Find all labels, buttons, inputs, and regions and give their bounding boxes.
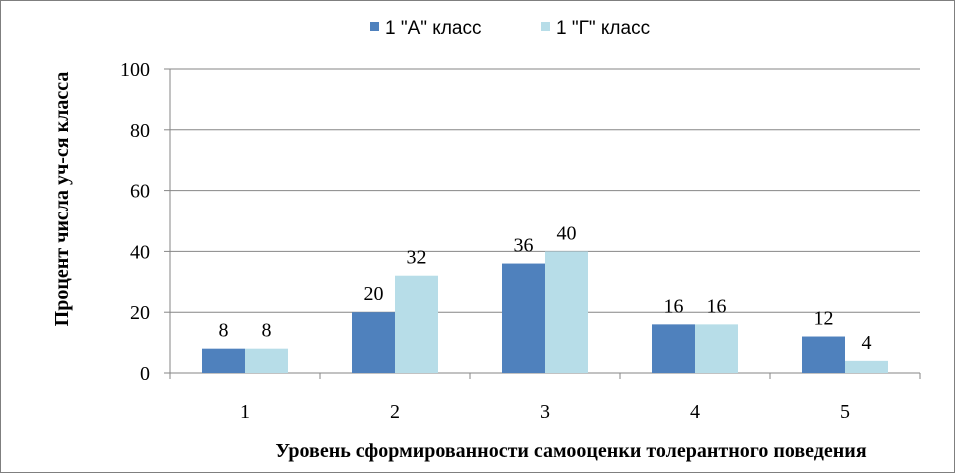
data-labels: 8 8 20 32 36 40 16 16 12 4 <box>219 222 872 353</box>
bar-series-2-cat-3 <box>545 251 588 373</box>
legend-swatch-series-2 <box>541 22 550 31</box>
bar-series-1-cat-5 <box>802 336 845 373</box>
x-tick-label: 1 <box>240 401 250 423</box>
legend-label-series-2: 1 "Г" класс <box>556 18 650 39</box>
data-label: 40 <box>557 222 577 244</box>
data-label: 32 <box>407 247 427 269</box>
data-label: 8 <box>219 320 229 342</box>
y-tick-label: 60 <box>130 181 150 203</box>
bar-series-2-cat-2 <box>395 275 438 373</box>
x-axis-ticks: 1 2 3 4 5 <box>169 373 921 423</box>
data-label: 20 <box>364 283 384 305</box>
x-tick-label: 5 <box>840 401 850 423</box>
y-tick-label: 100 <box>120 59 150 81</box>
y-tick-label: 80 <box>130 120 150 142</box>
y-tick-label: 20 <box>130 302 150 324</box>
data-label: 36 <box>514 235 534 257</box>
y-tick-label: 40 <box>130 241 150 263</box>
bar-series-1-cat-2 <box>352 312 395 373</box>
data-label: 4 <box>862 332 872 354</box>
data-label: 12 <box>814 308 834 330</box>
legend-swatch-series-1 <box>370 22 379 31</box>
x-tick-label: 3 <box>540 401 550 423</box>
x-tick-label: 2 <box>390 401 400 423</box>
bar-series-1-cat-3 <box>502 263 545 373</box>
bar-series-1-cat-1 <box>202 348 245 373</box>
bar-series-2-cat-4 <box>695 324 738 373</box>
y-axis-ticks: 0 20 40 60 80 100 <box>120 59 170 385</box>
data-label: 8 <box>262 320 272 342</box>
data-label: 16 <box>707 295 727 317</box>
bars <box>202 251 888 373</box>
bar-series-2-cat-1 <box>245 348 288 373</box>
y-axis-title: Процент числа уч-ся класса <box>51 72 73 327</box>
x-tick-label: 4 <box>690 401 700 423</box>
bar-series-1-cat-4 <box>652 324 695 373</box>
legend-label-series-1: 1 "А" класс <box>385 18 481 39</box>
data-label: 16 <box>664 295 684 317</box>
y-tick-label: 0 <box>140 363 150 385</box>
x-axis-title: Уровень сформированности самооценки толе… <box>275 440 866 462</box>
bar-series-2-cat-5 <box>845 360 888 373</box>
legend: 1 "А" класс 1 "Г" класс <box>370 18 650 39</box>
